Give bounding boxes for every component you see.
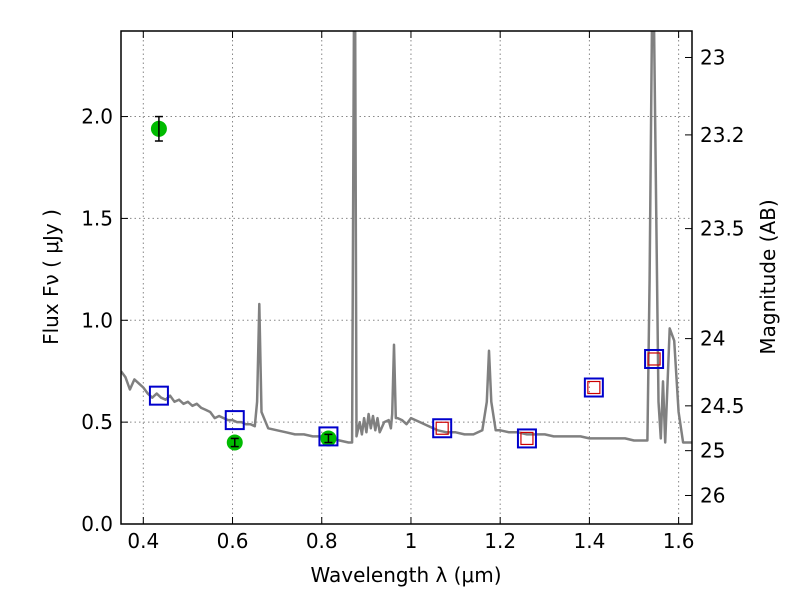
right-tick-label: 24.5 xyxy=(700,394,745,418)
right-tick-label: 26 xyxy=(700,483,725,507)
x-axis-label: Wavelength λ (μm) xyxy=(310,563,501,587)
plot-frame xyxy=(120,30,693,525)
x-tick-label: 0.8 xyxy=(306,529,338,553)
model-photometry-inner-square xyxy=(435,421,449,435)
model-photometry-inner-square xyxy=(587,380,601,395)
y-axis-label-right: Magnitude (AB) xyxy=(756,199,780,354)
right-tick-label: 23.5 xyxy=(700,217,745,241)
x-tick-label: 1.4 xyxy=(573,529,605,553)
x-tick-label: 1.2 xyxy=(484,529,516,553)
right-tick-label: 25 xyxy=(700,439,725,463)
model-photometry-square xyxy=(432,418,453,439)
x-tick-label: 0.6 xyxy=(217,529,249,553)
model-photometry-square xyxy=(583,377,604,398)
y-axis-right: 23 23.2 23.5 24 24.5 25 26 xyxy=(685,45,745,507)
model-photometry-inner-square xyxy=(520,431,534,446)
model-photometry-square xyxy=(148,385,169,406)
data-points xyxy=(148,115,665,451)
y-axis-label: Flux Fν ( μJy ) xyxy=(39,209,63,345)
x-tick-label: 1.6 xyxy=(663,529,695,553)
model-spectrum xyxy=(121,31,692,444)
x-tick-label: 0.4 xyxy=(127,529,159,553)
model-photometry-square xyxy=(318,426,339,447)
y-tick-label: 1.5 xyxy=(81,206,113,230)
right-tick-label: 23 xyxy=(700,45,725,69)
model-photometry-square xyxy=(224,410,245,431)
x-axis: 0.4 0.6 0.8 1 1.2 1.4 1.6 xyxy=(127,31,695,553)
x-tick-label: 1 xyxy=(405,529,418,553)
y-axis-left: 0.0 0.5 1.0 1.5 2.0 xyxy=(81,105,128,536)
y-tick-label: 2.0 xyxy=(81,105,113,129)
right-tick-label: 23.2 xyxy=(700,123,745,147)
right-tick-label: 24 xyxy=(700,327,725,351)
grid xyxy=(121,31,692,525)
model-spectrum-line xyxy=(121,31,692,444)
y-tick-label: 0.5 xyxy=(81,410,113,434)
y-tick-label: 0.0 xyxy=(81,512,113,536)
model-photometry-inner-square xyxy=(647,352,661,366)
y-tick-label: 1.0 xyxy=(81,308,113,332)
model-photometry-square xyxy=(644,348,665,369)
model-photometry-square xyxy=(516,428,537,449)
